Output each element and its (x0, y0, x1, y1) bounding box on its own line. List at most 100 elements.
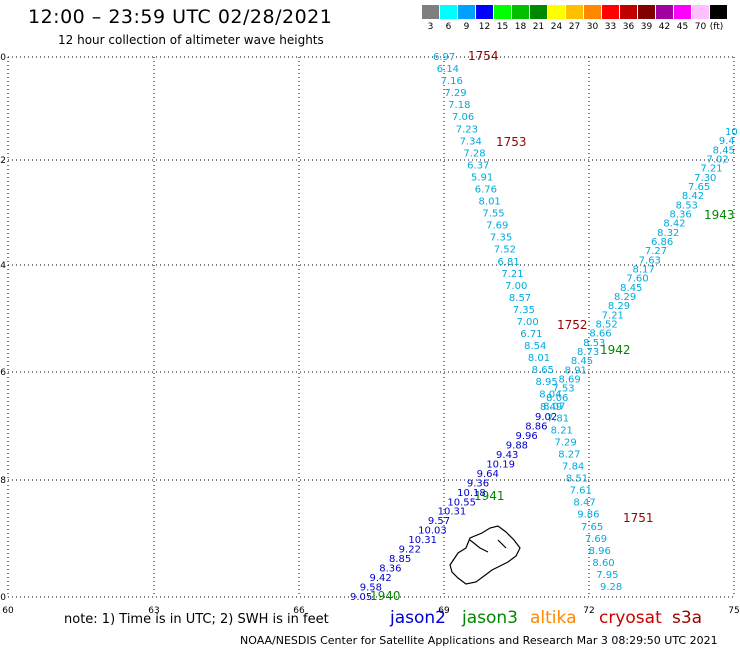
track-value: 8.32 (657, 228, 679, 239)
legend-label: 9 (463, 22, 470, 32)
lon-label: 66 (293, 606, 305, 616)
track-value: 8.53 (583, 338, 605, 349)
legend-label: 30 (586, 22, 599, 32)
track-value: 7.21 (501, 269, 523, 280)
track-value: 8.04 (539, 389, 561, 400)
track-value: 7.00 (517, 317, 539, 328)
satellite-name: jason3 (462, 608, 518, 628)
time-label: 1753 (496, 135, 527, 149)
track-value: 8.65 (532, 365, 554, 376)
track-value: 7.95 (596, 570, 618, 581)
track-value: 7.55 (482, 209, 504, 220)
track-value: 8.01 (528, 353, 550, 364)
time-label: 1943 (704, 208, 735, 222)
track-value: 10.31 (438, 507, 467, 518)
track-value: 7.35 (490, 233, 512, 244)
lat-label: -50 (0, 593, 6, 603)
track-value: 6.81 (498, 257, 520, 268)
track-value: 8.49 (540, 402, 562, 413)
track-value: 9.28 (600, 582, 622, 593)
track-value: 8.36 (379, 564, 401, 575)
track-value: 8.42 (682, 191, 704, 202)
track-value: 9.36 (467, 478, 489, 489)
legend-swatch (584, 5, 601, 19)
track-value: 7.63 (639, 255, 661, 266)
legend-label: 45 (676, 22, 689, 32)
track-value: 8.01 (479, 197, 501, 208)
track-value: 9.02 (535, 412, 557, 423)
track-value: 10.03 (418, 526, 447, 537)
track-value: 9.42 (369, 573, 391, 584)
legend-swatch (548, 5, 565, 19)
legend-label: 42 (658, 22, 671, 32)
track-value: 8.45 (571, 356, 593, 367)
track-value: 10.55 (447, 497, 476, 508)
track-value: 8.29 (614, 292, 636, 303)
legend-swatch (692, 5, 709, 19)
legend-label: 33 (604, 22, 617, 32)
track-value: 9.88 (506, 440, 528, 451)
track-value: 7.02 (707, 155, 729, 166)
legend-swatch (458, 5, 475, 19)
track-value: 8.42 (663, 219, 685, 230)
track-value: 8.73 (577, 347, 599, 358)
track-value: 7.35 (513, 305, 535, 316)
track-value: 9.43 (496, 450, 518, 461)
track-value: 8.17 (633, 265, 655, 276)
track-value: 7.52 (494, 245, 516, 256)
map-title: 12:00 – 23:59 UTC 02/28/2021 (28, 6, 333, 28)
legend-label: (ft) (709, 22, 724, 32)
time-label: 1751 (623, 511, 654, 525)
lon-label: 72 (583, 606, 594, 616)
lon-label: 63 (148, 606, 159, 616)
legend-swatch (656, 5, 673, 19)
track-value: 7.21 (700, 164, 722, 175)
track-value: 7.65 (581, 522, 603, 533)
legend-swatch (620, 5, 637, 19)
legend-swatch (512, 5, 529, 19)
time-label: 1754 (468, 49, 499, 63)
map-subtitle: 12 hour collection of altimeter wave hei… (58, 33, 324, 47)
lat-label: -46 (0, 368, 6, 378)
track-value: 8.66 (589, 329, 611, 340)
legend-label: 3 (427, 22, 434, 32)
track-value: 10 (725, 127, 738, 138)
track-value: 7.53 (552, 384, 574, 395)
track-value: 8.47 (573, 498, 595, 509)
track-value: 8.45 (620, 283, 642, 294)
lat-label: -44 (0, 261, 6, 271)
track-value: 8.36 (670, 210, 692, 221)
track-value: 8.45 (713, 145, 735, 156)
color-legend: 3 6 9 12 15 18 21 24 27 30 33 36 39 42 45 70 (ft) (422, 5, 728, 35)
axis-labels: -40 -42 -44 -46 -48 -50 60 63 66 69 72 75 (0, 53, 740, 616)
time-label: 1942 (600, 343, 631, 357)
legend-swatch (530, 5, 547, 19)
lon-label: 75 (728, 606, 739, 616)
track-value: 8.27 (558, 450, 580, 461)
legend-swatch (440, 5, 457, 19)
track-value: 8.69 (559, 375, 581, 386)
track-value: 8.96 (589, 546, 611, 557)
legend-swatch (674, 5, 691, 19)
legend-swatch (638, 5, 655, 19)
track-value: 7.69 (585, 534, 607, 545)
kerguelen-island-outline (449, 525, 521, 585)
legend-label: 15 (496, 22, 509, 32)
legend-label: 36 (622, 22, 635, 32)
satellite-name: s3a (672, 608, 703, 628)
footnote: note: 1) Time is in UTC; 2) SWH is in fe… (64, 612, 329, 627)
track-value: 7.29 (444, 88, 466, 99)
track-value: 7.28 (463, 148, 485, 159)
track-value: 7.29 (554, 437, 576, 448)
track-value: 7.21 (602, 310, 624, 321)
legend-label: 21 (532, 22, 545, 32)
track-value: 7.18 (448, 100, 470, 111)
lat-label: -42 (0, 156, 6, 166)
legend-swatch (710, 5, 727, 19)
track-values: 6.976.147.167.297.187.067.237.347.286.37… (350, 49, 738, 603)
legend-label: 70 (694, 22, 707, 32)
lat-label: -48 (0, 476, 6, 486)
track-value: 7.30 (694, 173, 716, 184)
lat-lon-grid (7, 56, 735, 598)
